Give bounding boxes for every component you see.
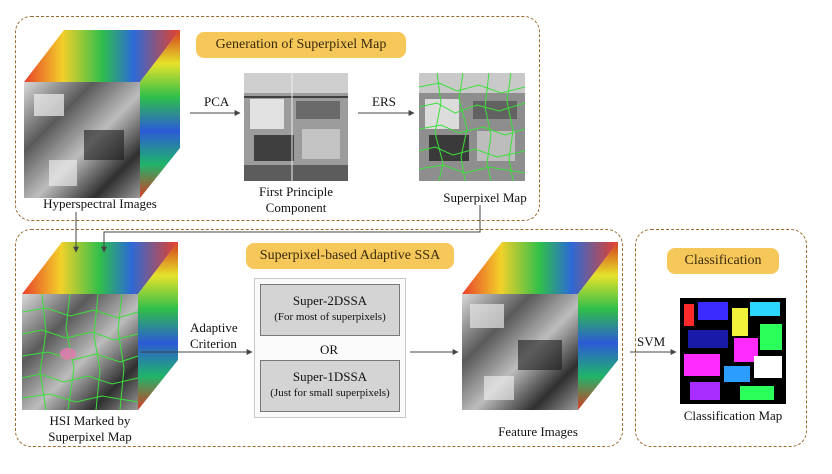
first-pc-image bbox=[244, 73, 348, 181]
pca-label: PCA bbox=[204, 94, 230, 109]
feature-images-caption: Feature Images bbox=[498, 424, 578, 439]
adaptive-label-line2: Criterion bbox=[190, 336, 237, 351]
first-pc-caption-line2: Component bbox=[265, 200, 327, 215]
generation-badge: Generation of Superpixel Map bbox=[196, 32, 406, 58]
ers-label: ERS bbox=[372, 94, 396, 109]
classification-panel bbox=[635, 229, 807, 447]
superpixel-map-caption: Superpixel Map bbox=[443, 190, 527, 205]
adaptive-ssa-badge: Superpixel-based Adaptive SSA bbox=[246, 243, 454, 269]
or-label: OR bbox=[319, 342, 339, 357]
super-1dssa-subtitle: (Just for small superpixels) bbox=[270, 387, 390, 399]
super-2dssa-option: Super-2DSSA (For most of superpixels) bbox=[260, 284, 400, 336]
superpixel-map-image bbox=[418, 72, 526, 182]
classification-map-caption: Classification Map bbox=[683, 408, 783, 423]
generation-panel bbox=[15, 16, 540, 221]
adaptive-label-line1: Adaptive bbox=[190, 320, 238, 335]
super-2dssa-title: Super-2DSSA bbox=[292, 293, 368, 308]
hyperspectral-cube bbox=[24, 30, 184, 200]
adaptive-ssa-panel bbox=[15, 229, 623, 447]
hyperspectral-caption: Hyperspectral Images bbox=[43, 196, 157, 211]
superpixel-to-hsi-arrow bbox=[101, 205, 481, 253]
super-1dssa-option: Super-1DSSA (Just for small superpixels) bbox=[260, 360, 400, 412]
feature-images-cube bbox=[462, 242, 622, 412]
hsi-marked-caption-line2: Superpixel Map bbox=[48, 429, 132, 444]
super-2dssa-subtitle: (For most of superpixels) bbox=[274, 311, 386, 323]
classification-badge: Classification bbox=[667, 248, 779, 274]
hsi-marked-caption-line1: HSI Marked by bbox=[49, 413, 131, 428]
classification-map-image bbox=[680, 298, 786, 404]
first-pc-caption-line1: First Principle bbox=[258, 184, 334, 199]
super-1dssa-title: Super-1DSSA bbox=[292, 369, 368, 384]
svm-label: SVM bbox=[637, 334, 666, 349]
hsi-marked-cube bbox=[21, 242, 182, 412]
